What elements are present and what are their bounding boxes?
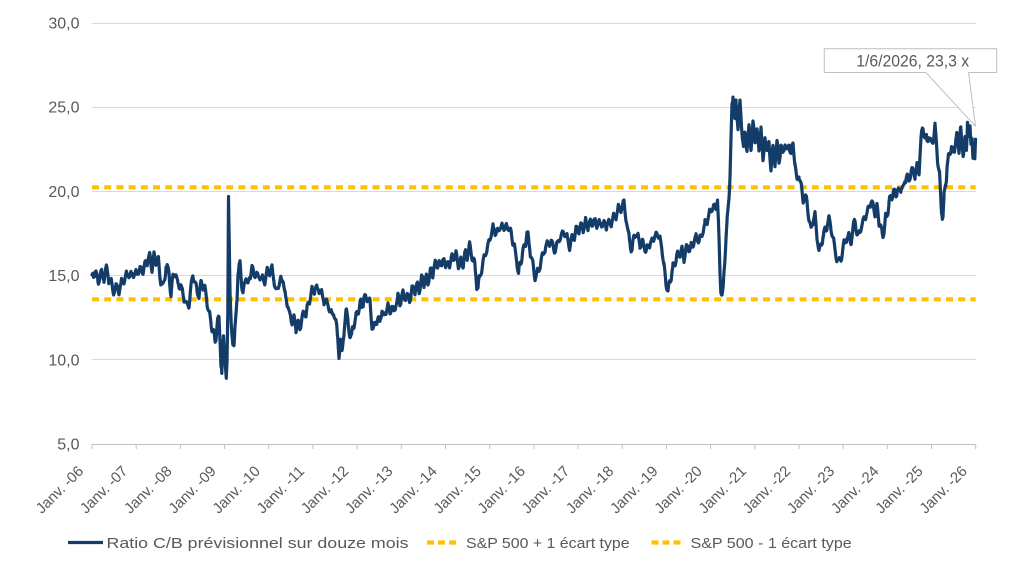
svg-text:1/6/2026, 23,3 x: 1/6/2026, 23,3 x [856, 53, 969, 71]
svg-text:S&P 500 - 1 écart type: S&P 500 - 1 écart type [691, 535, 852, 552]
svg-text:30,0: 30,0 [48, 16, 79, 33]
svg-text:S&P 500 + 1 écart type: S&P 500 + 1 écart type [466, 535, 630, 552]
svg-text:5,0: 5,0 [57, 437, 79, 454]
svg-text:10,0: 10,0 [48, 352, 79, 369]
svg-text:25,0: 25,0 [48, 100, 79, 117]
svg-text:Ratio C/B prévisionnel sur dou: Ratio C/B prévisionnel sur douze mois [107, 535, 409, 552]
svg-text:15,0: 15,0 [48, 268, 79, 285]
svg-text:20,0: 20,0 [48, 184, 79, 201]
